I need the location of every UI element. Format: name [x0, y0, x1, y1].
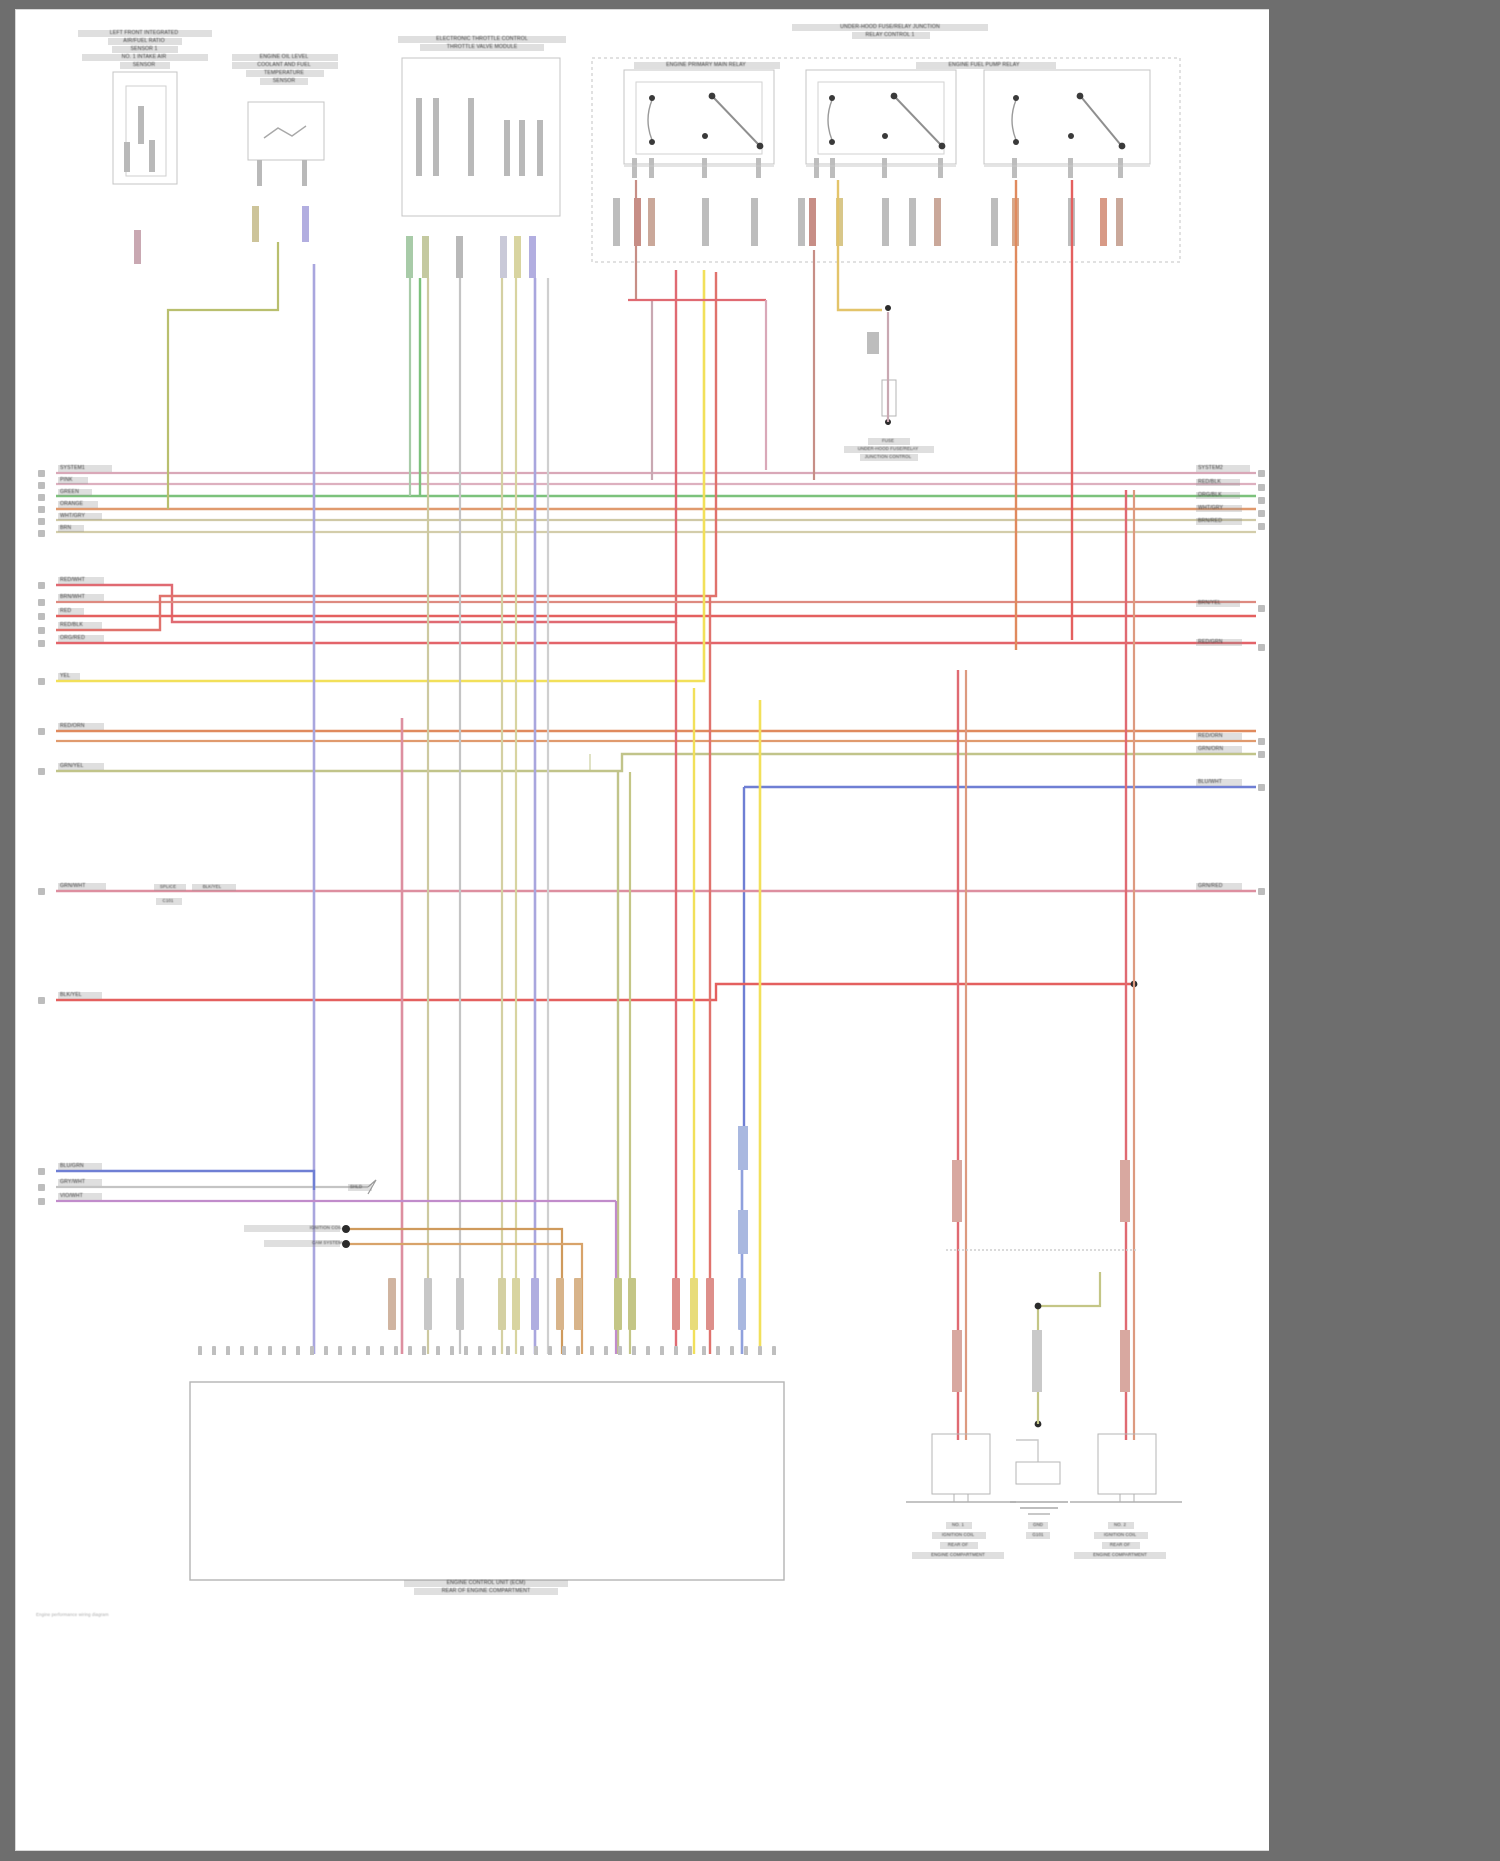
sensor-module-intake-air [112, 71, 178, 185]
relay-aux [983, 69, 1151, 178]
ground-g101 [1010, 1420, 1068, 1515]
ignition-coil-2 [1070, 1433, 1182, 1503]
inline-fuse [867, 305, 897, 425]
ignition-coil-1 [906, 1433, 1016, 1503]
relay-junction-outline [591, 57, 1181, 263]
diagram-sheet: LEFT FRONT INTEGRATED AIR/FUEL RATIO SEN… [16, 10, 1269, 1850]
relay-fuel-pump [805, 69, 957, 178]
sensor-wire-terminals [134, 206, 536, 278]
throttle-valve-module [401, 57, 561, 217]
sensor-module-coolant-temp [247, 101, 325, 186]
ecm-box [189, 1381, 785, 1581]
relay-primary-main [623, 69, 775, 178]
relay-wire-terminals [613, 198, 1123, 246]
footer-note: Engine performance wiring diagram [36, 1612, 109, 1617]
wiring-canvas [56, 57, 1256, 1581]
page-margin-right [1269, 0, 1500, 1861]
